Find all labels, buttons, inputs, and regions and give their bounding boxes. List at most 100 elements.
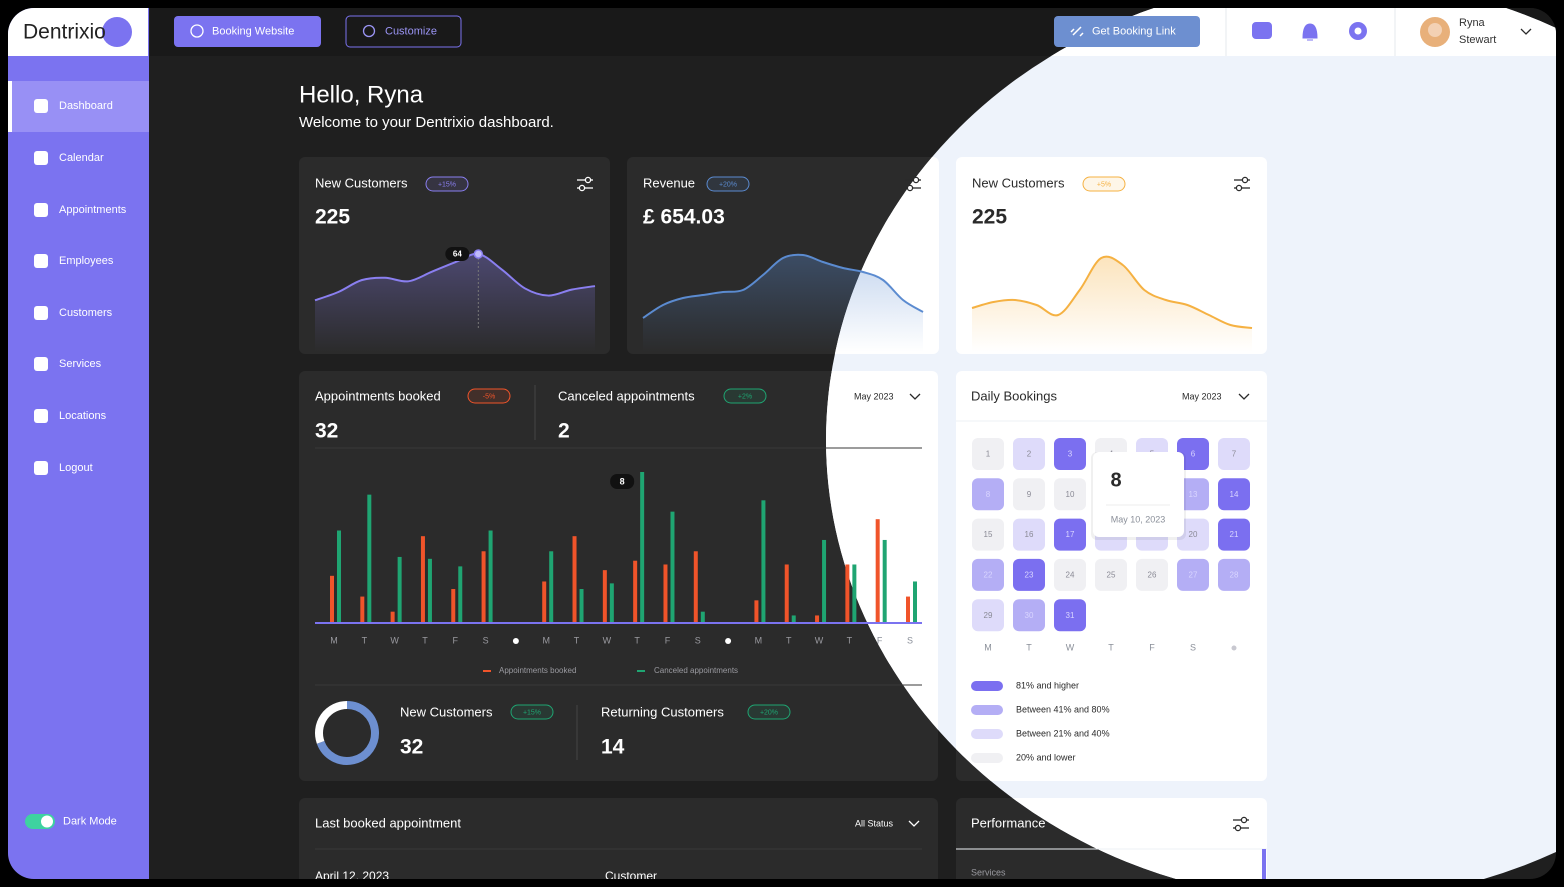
day-cell[interactable] [1136,558,1168,591]
tooltip-value: 8 [1110,469,1121,491]
day-cell[interactable] [1013,599,1045,632]
badge [723,388,767,404]
day-cell[interactable] [972,518,1004,551]
day-cell[interactable] [1218,478,1250,511]
day-cell[interactable] [972,478,1004,511]
day-cell[interactable] [1013,558,1045,591]
day-number: 3 [1068,450,1073,459]
donut-arc [316,701,379,765]
bar [845,564,850,623]
day-cell[interactable] [1177,558,1209,591]
day-cell[interactable] [1013,478,1045,511]
icon-knob [584,176,592,184]
nav-item[interactable]: Locations [59,410,107,422]
nav-icon[interactable] [34,254,48,268]
weekday: S [1190,642,1196,652]
day-cell[interactable] [1177,478,1209,511]
x-tick-label: M [542,635,550,645]
chevron [1520,28,1532,35]
day-cell[interactable] [1054,558,1086,591]
toggle-label: Dark Mode [63,815,117,827]
separator-dot [512,638,519,644]
day-number: 1 [986,450,991,459]
day-cell[interactable] [1013,518,1045,551]
button-label[interactable]: Customize [385,25,437,37]
nav-icon[interactable] [34,357,48,371]
gear-hole [1354,27,1362,35]
day-cell[interactable] [1013,438,1045,470]
x-tick-label: W [815,635,824,645]
button[interactable] [1054,16,1200,47]
nav-item[interactable]: Appointments [59,204,127,216]
day-cell[interactable] [1054,478,1086,511]
button-label[interactable]: Get Booking Link [1092,25,1176,37]
bar [602,570,607,623]
nav-item[interactable]: Calendar [59,152,104,164]
nav-icon[interactable] [34,203,48,217]
badge [510,704,554,720]
day-cell[interactable] [1054,599,1086,632]
day-cell[interactable] [1218,558,1250,591]
weekday: T [1108,642,1114,652]
day-number: 9 [1027,490,1032,499]
card-title: Appointments booked [315,388,441,403]
card-title: New Customers [315,175,408,190]
logo: Dentrixio [23,21,106,44]
day-number: 25 [1107,571,1116,580]
weekday: F [1149,642,1155,652]
nav-icon[interactable] [34,409,48,423]
help-icon[interactable] [1252,22,1272,39]
button[interactable] [174,16,321,47]
active-indicator [8,81,12,132]
day-number: 24 [1066,571,1075,580]
bar [700,611,705,623]
day-cell[interactable] [1095,558,1127,591]
badge-text: +15% [438,181,456,188]
day-cell[interactable] [972,599,1004,632]
day-cell[interactable] [1054,438,1086,470]
bar [761,500,766,623]
day-cell[interactable] [1218,518,1250,551]
bar [822,539,827,623]
day-cell[interactable] [1054,518,1086,551]
button-label[interactable]: Booking Website [212,25,294,37]
separator-dot [1231,645,1237,651]
bar [330,575,334,623]
nav-item[interactable]: Logout [59,462,93,474]
weekday: W [1066,642,1075,652]
toggle-knob [41,815,53,828]
badge-text: -5% [483,393,495,400]
row-label: Services [971,867,1006,877]
bell-icon[interactable] [1302,23,1318,41]
card-title: New Customers [972,175,1065,190]
bar [427,558,432,623]
day-cell[interactable] [1177,438,1209,470]
card-title: Canceled appointments [558,388,695,403]
day-cell[interactable] [972,438,1004,470]
bar [791,615,796,623]
bar [754,600,759,623]
legend-swatch [971,705,1003,715]
dropdown[interactable]: May 2023 [854,391,894,401]
day-cell[interactable] [1177,518,1209,551]
separator-dot [725,638,732,644]
nav-icon[interactable] [34,99,48,113]
nav-icon[interactable] [34,151,48,165]
x-tick-label: T [847,635,853,645]
tooltip [610,474,635,489]
day-cell[interactable] [1218,438,1250,470]
day-cell[interactable] [972,558,1004,591]
nav-item[interactable]: Employees [59,255,114,267]
bar [488,530,493,623]
nav-icon[interactable] [34,461,48,475]
dropdown[interactable]: All Status [855,818,894,828]
nav-icon[interactable] [34,306,48,320]
button[interactable] [345,15,462,48]
nav-item[interactable]: Dashboard [59,100,113,112]
nav-item[interactable]: Customers [59,307,113,319]
avatar-face [1428,23,1442,37]
bar [549,551,554,623]
day-number: 21 [1230,530,1239,539]
dropdown[interactable]: May 2023 [1182,391,1222,401]
nav-item[interactable]: Services [59,358,102,370]
